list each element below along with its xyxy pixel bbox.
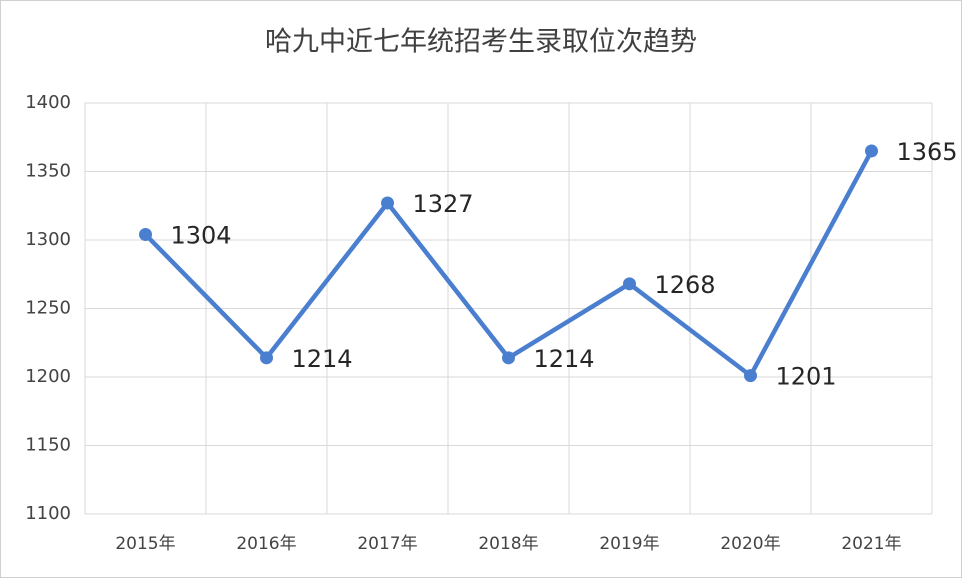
y-tick-label: 1400 — [25, 92, 71, 113]
chart-title: 哈九中近七年统招考生录取位次趋势 — [265, 27, 697, 58]
x-tick-label: 2019年 — [599, 534, 659, 554]
x-tick-label: 2020年 — [720, 534, 780, 554]
data-point — [381, 196, 394, 210]
x-tick-label: 2015年 — [115, 534, 175, 554]
x-tick-label: 2021年 — [841, 534, 901, 554]
x-tick-label: 2018年 — [478, 534, 538, 554]
data-point — [744, 369, 757, 383]
x-tick-label: 2016年 — [236, 534, 296, 554]
data-point — [502, 351, 515, 365]
data-label: 1201 — [776, 363, 837, 391]
y-tick-label: 1350 — [25, 161, 71, 182]
data-label: 1214 — [534, 345, 595, 373]
y-tick-label: 1250 — [25, 298, 71, 319]
y-tick-label: 1100 — [25, 503, 71, 524]
data-point — [139, 228, 152, 242]
data-label: 1268 — [655, 271, 716, 299]
data-point — [260, 351, 273, 365]
data-label: 1304 — [171, 222, 232, 250]
data-label: 1327 — [413, 190, 474, 218]
y-tick-label: 1200 — [25, 366, 71, 387]
y-tick-label: 1150 — [25, 435, 71, 456]
data-label: 1365 — [897, 138, 958, 166]
x-tick-label: 2017年 — [357, 534, 417, 554]
data-point — [865, 144, 878, 158]
data-point — [623, 277, 636, 291]
data-label: 1214 — [292, 345, 353, 373]
y-tick-label: 1300 — [25, 229, 71, 250]
